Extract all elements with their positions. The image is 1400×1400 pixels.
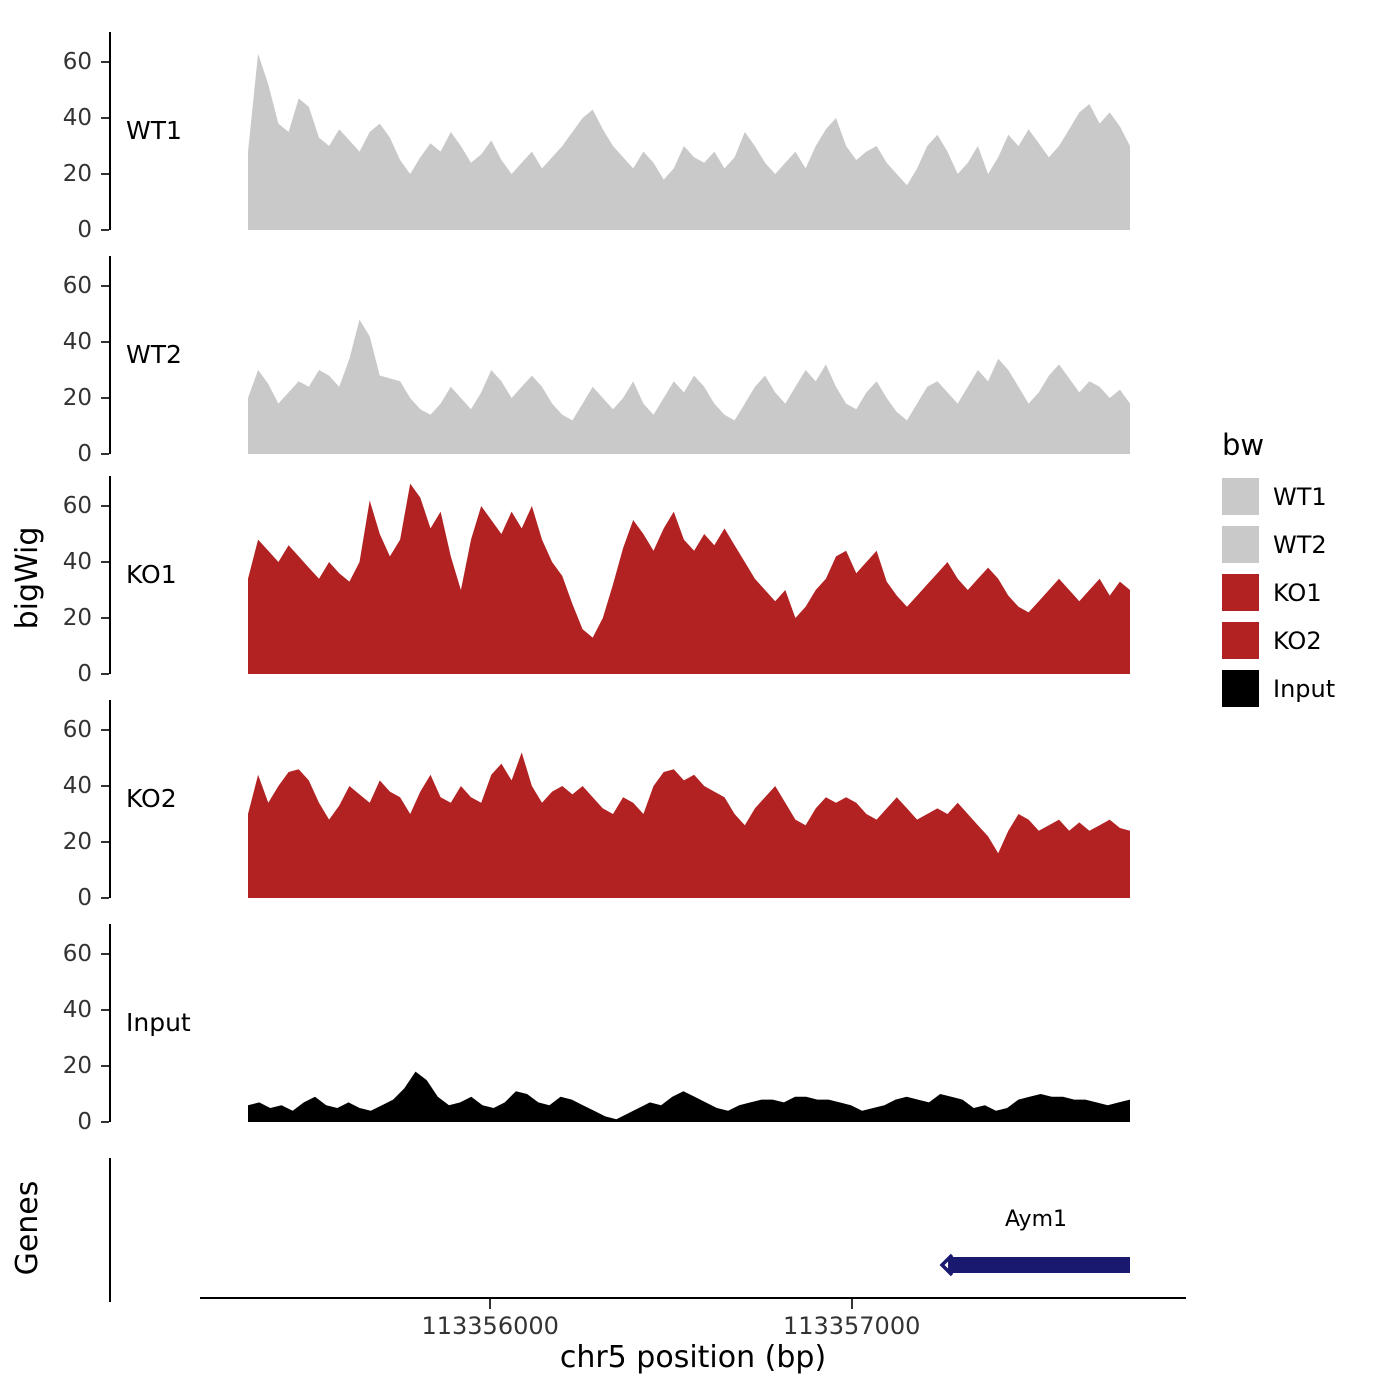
y-axis-line (109, 476, 111, 674)
gene-label: Aym1 (1005, 1207, 1067, 1232)
legend-swatch-KO2 (1222, 622, 1259, 659)
y-tick-label: 0 (77, 885, 92, 911)
y-tick (101, 505, 109, 507)
y-tick-label: 40 (62, 329, 92, 355)
y-tick (101, 953, 109, 955)
genes-axis-line (109, 1158, 111, 1302)
track-label-WT2: WT2 (126, 340, 182, 369)
y-tick (101, 61, 109, 63)
legend-swatch-WT2 (1222, 526, 1259, 563)
legend-entry-KO1: KO1 (1222, 574, 1335, 611)
y-tick-label: 40 (62, 997, 92, 1023)
x-tick-label: 113356000 (421, 1312, 559, 1340)
y-tick (101, 785, 109, 787)
y-tick (101, 673, 109, 675)
legend-entry-KO2: KO2 (1222, 622, 1335, 659)
y-tick-label: 40 (62, 773, 92, 799)
x-tick (850, 1299, 853, 1309)
signal-Input (248, 1071, 1130, 1122)
track-label-KO1: KO1 (126, 560, 177, 589)
legend-swatch-Input (1222, 670, 1259, 707)
y-tick (101, 897, 109, 899)
y-tick-label: 20 (62, 161, 92, 187)
y-axis-line (109, 924, 111, 1122)
legend-entries: WT1 WT2 KO1 KO2 Input (1222, 478, 1335, 707)
y-tick-label: 40 (62, 105, 92, 131)
legend-entry-WT2: WT2 (1222, 526, 1335, 563)
legend-swatch-WT1 (1222, 478, 1259, 515)
x-tick (489, 1299, 492, 1309)
signal-KO1 (248, 483, 1130, 674)
track-area-WT1 (248, 53, 1130, 230)
y-tick (101, 285, 109, 287)
y-tick (101, 561, 109, 563)
y-tick-label: 60 (62, 493, 92, 519)
y-tick (101, 453, 109, 455)
signal-WT2 (248, 319, 1130, 454)
genes-track: Aym1 (939, 1207, 1130, 1277)
y-tick-label: 60 (62, 941, 92, 967)
legend-label: KO2 (1273, 626, 1322, 655)
y-tick (101, 617, 109, 619)
track-area-Input (248, 1071, 1130, 1122)
legend-swatch-KO1 (1222, 574, 1259, 611)
y-tick (101, 1121, 109, 1123)
y-axis-line (109, 700, 111, 898)
y-tick (101, 1065, 109, 1067)
y-axis-line (109, 32, 111, 230)
track-label-WT1: WT1 (126, 116, 182, 145)
x-tick-label: 113357000 (782, 1312, 921, 1340)
track-area-KO2 (248, 752, 1130, 898)
y-tick-label: 40 (62, 549, 92, 575)
legend-label: KO1 (1273, 578, 1322, 607)
y-tick-label: 20 (62, 1053, 92, 1079)
track-area-WT2 (248, 319, 1130, 454)
legend-label: WT1 (1273, 482, 1327, 511)
legend-label: WT2 (1273, 530, 1327, 559)
signal-WT1 (248, 53, 1130, 230)
y-tick-label: 20 (62, 385, 92, 411)
y-tick (101, 1009, 109, 1011)
y-tick (101, 729, 109, 731)
y-tick (101, 397, 109, 399)
legend-title: bw (1222, 428, 1265, 462)
gene-body (948, 1257, 1130, 1273)
y-tick-label: 60 (62, 273, 92, 299)
legend-label: Input (1273, 674, 1336, 703)
y-tick (101, 117, 109, 119)
y-tick-label: 60 (62, 49, 92, 75)
y-tick-label: 60 (62, 717, 92, 743)
y-tick-label: 20 (62, 605, 92, 631)
y-tick (101, 229, 109, 231)
x-axis-line (200, 1297, 1186, 1299)
y-axis-line (109, 256, 111, 454)
y-tick-label: 0 (77, 217, 92, 243)
y-tick-label: 20 (62, 829, 92, 855)
gene-strand-arrow (939, 1253, 954, 1277)
signal-KO2 (248, 752, 1130, 898)
y-tick-label: 0 (77, 661, 92, 687)
y-tick-label: 0 (77, 1109, 92, 1135)
track-label-KO2: KO2 (126, 784, 177, 813)
y-tick (101, 341, 109, 343)
legend-entry-WT1: WT1 (1222, 478, 1335, 515)
y-tick (101, 841, 109, 843)
track-area-KO1 (248, 483, 1130, 674)
x-axis-title: chr5 position (bp) (559, 1340, 827, 1375)
legend: bw WT1 WT2 KO1 KO2 Input (1222, 428, 1335, 718)
y-tick-label: 0 (77, 441, 92, 467)
track-label-Input: Input (126, 1008, 191, 1037)
legend-entry-Input: Input (1222, 670, 1335, 707)
y-tick (101, 173, 109, 175)
